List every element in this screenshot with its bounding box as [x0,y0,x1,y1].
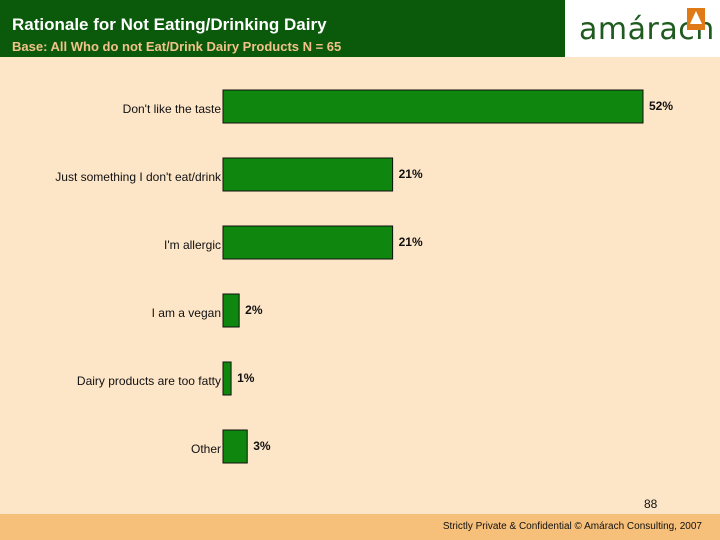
value-label: 21% [399,167,423,181]
bar [222,89,644,124]
value-label: 21% [399,235,423,249]
bar [222,293,240,328]
value-label: 52% [649,99,673,113]
footer-text: Strictly Private & Confidential © Amárac… [442,521,702,532]
page-subtitle: Base: All Who do not Eat/Drink Dairy Pro… [12,39,342,54]
value-label: 1% [237,371,255,385]
bar [222,157,394,192]
page-title: Rationale for Not Eating/Drinking Dairy [12,15,327,34]
bar [222,361,232,396]
value-label: 3% [253,439,271,453]
category-label: Dairy products are too fatty [77,374,221,388]
header-bar: Rationale for Not Eating/Drinking Dairy … [0,0,565,57]
category-label: Just something I don't eat/drink [55,170,222,184]
logo: amárach [565,0,720,57]
page-number: 88 [644,497,658,511]
logo-mark-icon [687,8,705,30]
bar [222,225,394,260]
bar-chart: Don't like the taste 52% Just something I … [55,89,673,464]
bar [222,429,248,464]
category-label: Other [191,442,221,456]
value-label: 2% [245,303,263,317]
category-label: I am a vegan [152,306,221,320]
category-label: I'm allergic [164,238,221,252]
category-label: Don't like the taste [123,102,222,116]
footer-bar: Strictly Private & Confidential © Amárac… [0,514,720,540]
